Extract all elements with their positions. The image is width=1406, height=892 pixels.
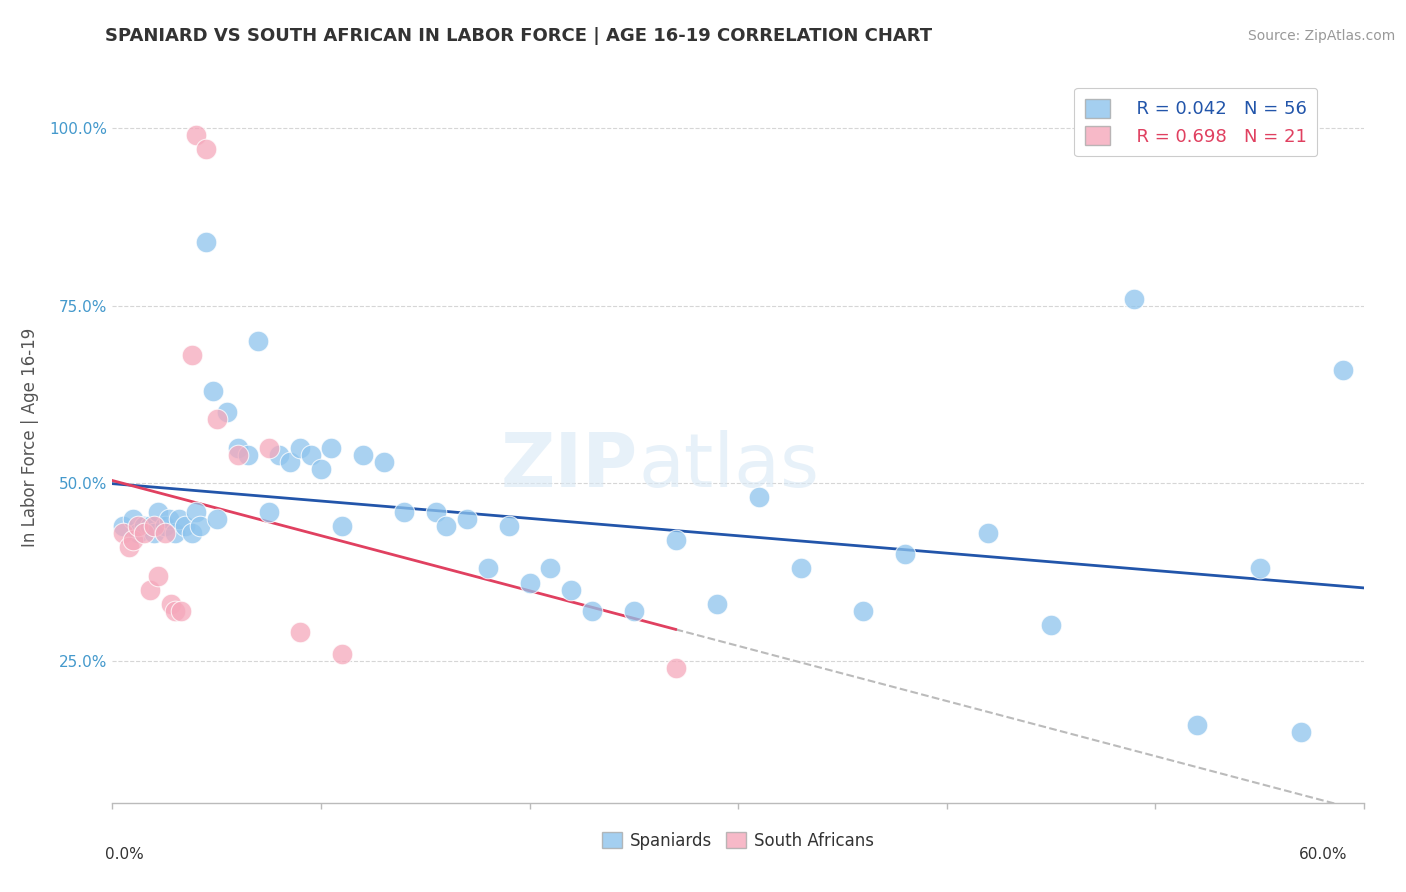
Point: [1185, 717, 1208, 731]
Point: [157, 512, 180, 526]
Text: 0.0%: 0.0%: [105, 847, 145, 862]
Point: [330, 519, 353, 533]
Point: [309, 462, 332, 476]
Point: [894, 547, 917, 561]
Point: [132, 525, 155, 540]
Point: [118, 540, 141, 554]
Point: [706, 597, 728, 611]
Point: [205, 512, 228, 526]
Point: [977, 525, 1000, 540]
Point: [226, 441, 249, 455]
Point: [236, 448, 259, 462]
Point: [163, 604, 186, 618]
Point: [217, 405, 239, 419]
Point: [352, 448, 374, 462]
Point: [665, 533, 688, 547]
Point: [188, 519, 211, 533]
Point: [163, 525, 186, 540]
Point: [394, 505, 416, 519]
Point: [153, 519, 176, 533]
Point: [160, 597, 183, 611]
Point: [153, 525, 176, 540]
Point: [269, 448, 291, 462]
Text: atlas: atlas: [638, 430, 820, 503]
Point: [456, 512, 478, 526]
Text: Source: ZipAtlas.com: Source: ZipAtlas.com: [1247, 29, 1395, 43]
Point: [226, 448, 249, 462]
Point: [1249, 561, 1271, 575]
Point: [498, 519, 520, 533]
Point: [623, 604, 645, 618]
Point: [278, 455, 301, 469]
Y-axis label: In Labor Force | Age 16-19: In Labor Force | Age 16-19: [21, 327, 38, 547]
Point: [132, 519, 155, 533]
Point: [257, 441, 280, 455]
Point: [170, 604, 193, 618]
Point: [581, 604, 603, 618]
Point: [425, 505, 447, 519]
Point: [560, 582, 582, 597]
Point: [180, 525, 202, 540]
Point: [180, 348, 202, 362]
Point: [748, 491, 770, 505]
Point: [122, 512, 145, 526]
Point: [538, 561, 561, 575]
Point: [184, 505, 207, 519]
Point: [290, 441, 312, 455]
Point: [321, 441, 343, 455]
Point: [1123, 292, 1146, 306]
Point: [167, 512, 190, 526]
Point: [127, 519, 149, 533]
Point: [257, 505, 280, 519]
Point: [195, 235, 218, 249]
Point: [139, 519, 162, 533]
Point: [143, 525, 166, 540]
Point: [477, 561, 499, 575]
Point: [111, 519, 134, 533]
Text: 60.0%: 60.0%: [1299, 847, 1347, 862]
Point: [122, 533, 145, 547]
Point: [111, 525, 134, 540]
Point: [852, 604, 875, 618]
Point: [434, 519, 457, 533]
Point: [790, 561, 813, 575]
Point: [174, 519, 197, 533]
Point: [665, 661, 688, 675]
Point: [139, 582, 162, 597]
Point: [247, 334, 270, 349]
Point: [195, 143, 218, 157]
Point: [1331, 362, 1354, 376]
Point: [201, 384, 224, 398]
Point: [143, 519, 166, 533]
Point: [290, 625, 312, 640]
Legend: Spaniards, South Africans: Spaniards, South Africans: [595, 825, 882, 856]
Point: [148, 568, 170, 582]
Point: [1291, 724, 1313, 739]
Text: ZIP: ZIP: [501, 430, 638, 503]
Point: [373, 455, 395, 469]
Point: [148, 505, 170, 519]
Point: [1039, 618, 1063, 632]
Point: [519, 575, 541, 590]
Text: SPANIARD VS SOUTH AFRICAN IN LABOR FORCE | AGE 16-19 CORRELATION CHART: SPANIARD VS SOUTH AFRICAN IN LABOR FORCE…: [105, 27, 932, 45]
Point: [127, 525, 149, 540]
Point: [330, 647, 353, 661]
Point: [184, 128, 207, 143]
Point: [205, 412, 228, 426]
Point: [299, 448, 322, 462]
